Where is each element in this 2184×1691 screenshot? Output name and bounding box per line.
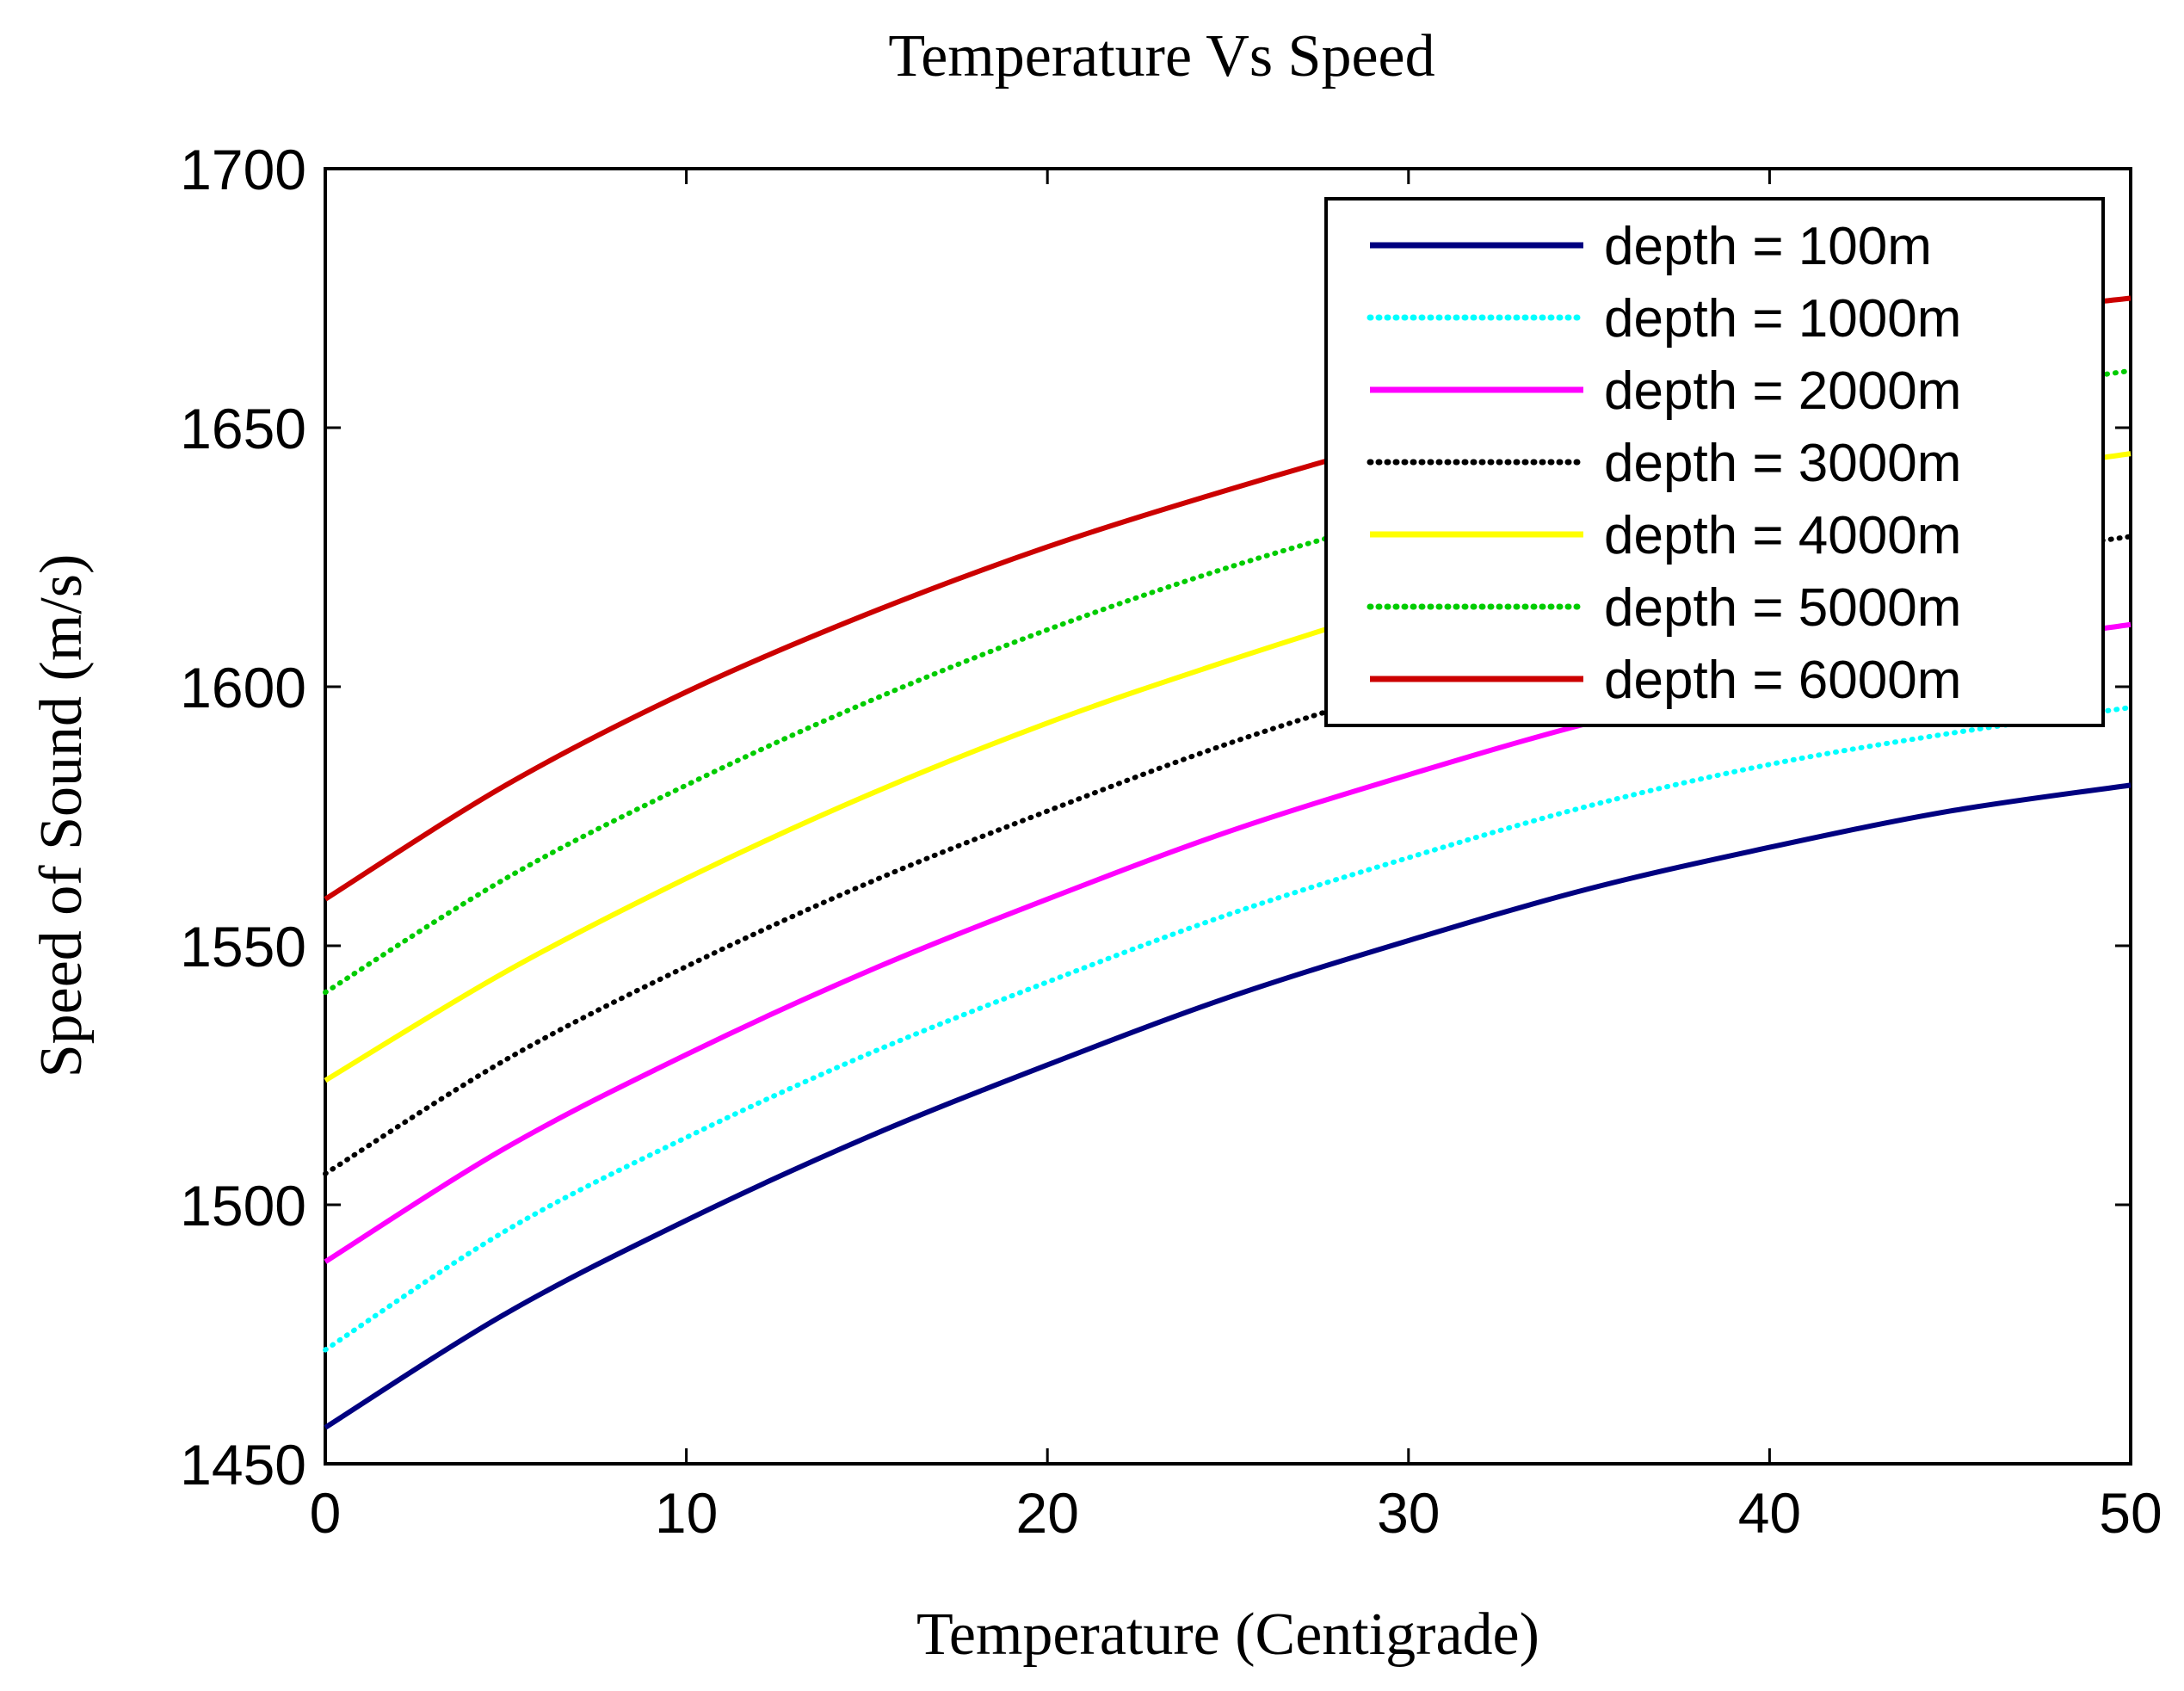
chart-title: Temperature Vs Speed xyxy=(888,23,1434,89)
y-tick-label: 1450 xyxy=(180,1433,306,1497)
x-tick-label: 40 xyxy=(1738,1481,1801,1545)
y-axis-label: Speed of Sound (m/s) xyxy=(28,554,95,1078)
y-axis: 1450 1500 1550 1600 1650 1700 xyxy=(180,138,2131,1497)
x-tick-label: 0 xyxy=(310,1481,342,1545)
y-tick-label: 1500 xyxy=(180,1174,306,1237)
legend-label-0: depth = 100m xyxy=(1604,217,1932,276)
series-line-3 xyxy=(323,534,2133,1176)
x-tick-label: 50 xyxy=(2099,1481,2162,1545)
legend-label-2: depth = 2000m xyxy=(1604,361,1961,421)
legend-label-6: depth = 6000m xyxy=(1604,651,1961,710)
y-tick-label: 1700 xyxy=(180,138,306,201)
x-tick-label: 10 xyxy=(655,1481,718,1545)
x-axis-label: Temperature (Centigrade) xyxy=(916,1602,1539,1668)
legend-label-4: depth = 4000m xyxy=(1604,506,1961,565)
series-line-0 xyxy=(324,782,2132,1430)
legend: depth = 100m depth = 1000m depth = 2000m de… xyxy=(1324,197,2105,727)
plot-frame xyxy=(324,167,2132,1466)
y-tick-label: 1550 xyxy=(180,915,306,978)
legend-label-1: depth = 1000m xyxy=(1604,289,1961,349)
y-tick-label: 1650 xyxy=(180,397,306,460)
legend-label-5: depth = 5000m xyxy=(1604,578,1961,638)
legend-items: depth = 100m depth = 1000m depth = 2000m de… xyxy=(1367,217,1961,710)
x-tick-label: 20 xyxy=(1015,1481,1078,1545)
legend-label-3: depth = 3000m xyxy=(1604,434,1961,493)
x-axis: 0 10 20 30 40 50 xyxy=(310,169,2162,1545)
y-tick-label: 1600 xyxy=(180,656,306,719)
series-line-1 xyxy=(323,705,2133,1353)
x-tick-label: 30 xyxy=(1377,1481,1440,1545)
